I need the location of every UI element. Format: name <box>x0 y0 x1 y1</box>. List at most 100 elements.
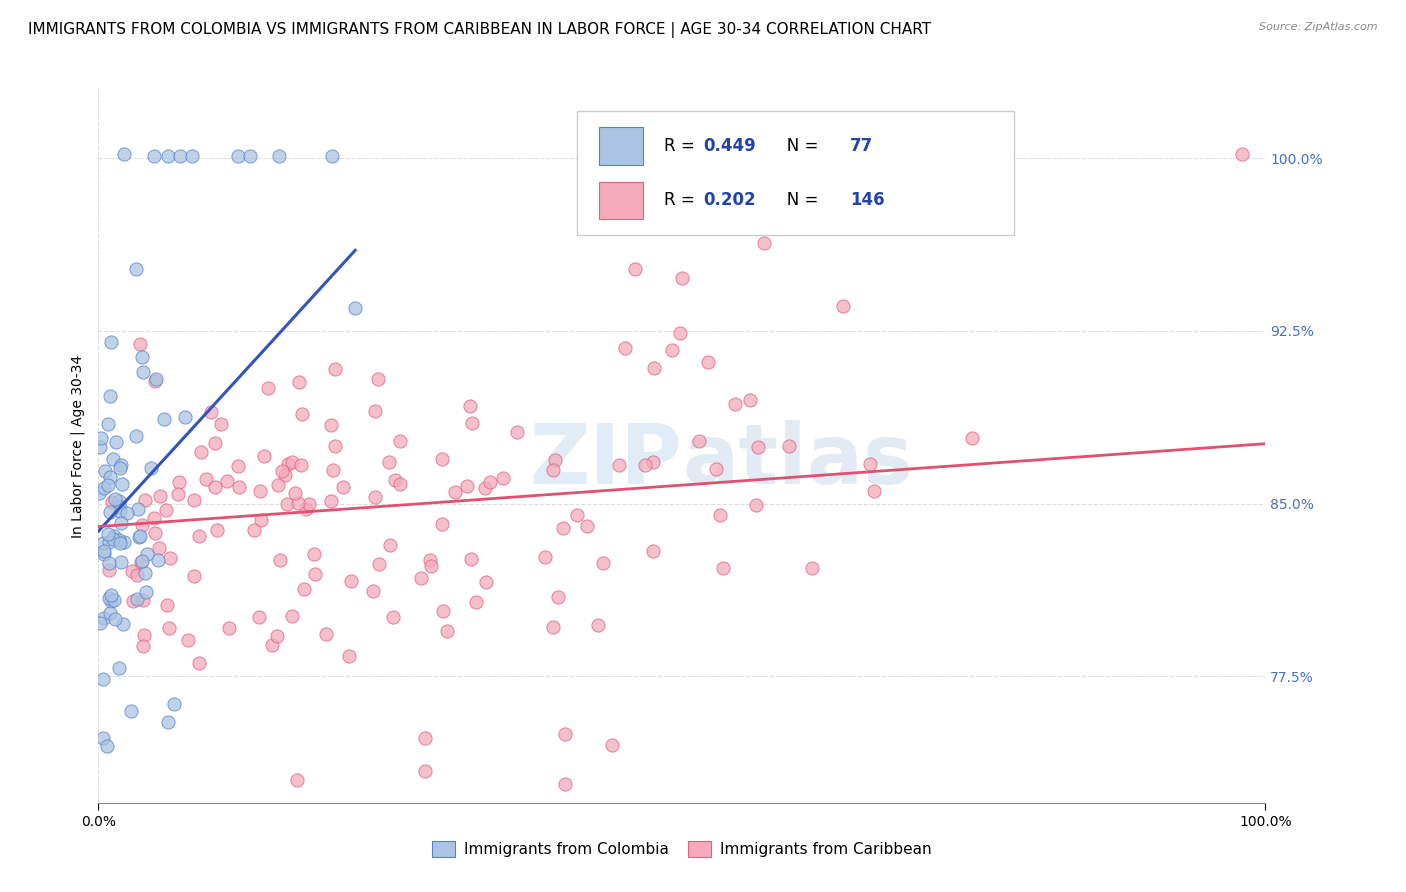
Point <box>91 536 114 550</box>
Point <box>139 460 162 475</box>
Point <box>177 633 200 648</box>
Point <box>209 417 232 431</box>
Point <box>87 486 110 500</box>
Point <box>744 498 766 512</box>
Point <box>117 506 139 520</box>
Point <box>478 475 501 489</box>
Point <box>863 483 886 498</box>
Point <box>122 593 145 607</box>
Point <box>367 558 389 572</box>
Point <box>93 547 115 561</box>
Point <box>302 547 325 561</box>
FancyBboxPatch shape <box>576 111 1015 235</box>
Point <box>183 569 205 583</box>
Point <box>554 777 576 791</box>
Point <box>228 149 250 163</box>
Point <box>436 624 458 638</box>
Point <box>253 449 276 463</box>
Point <box>91 731 114 746</box>
Point <box>93 544 115 558</box>
Point <box>565 508 588 522</box>
Point <box>152 412 174 426</box>
Point <box>643 543 665 558</box>
Point <box>112 535 135 549</box>
Point <box>378 455 401 469</box>
Point <box>228 480 250 494</box>
Point <box>285 772 308 787</box>
Point <box>740 392 762 407</box>
Point <box>104 435 127 450</box>
Legend: Immigrants from Colombia, Immigrants from Caribbean: Immigrants from Colombia, Immigrants fro… <box>426 835 938 863</box>
Point <box>600 738 623 752</box>
Point <box>110 458 132 472</box>
Point <box>380 539 402 553</box>
Point <box>432 604 454 618</box>
Point <box>98 607 121 621</box>
Point <box>364 404 387 418</box>
Point <box>100 588 122 602</box>
Point <box>159 550 181 565</box>
Point <box>304 567 326 582</box>
Point <box>419 558 441 573</box>
Point <box>613 341 636 355</box>
Point <box>724 397 747 411</box>
Point <box>91 672 114 686</box>
Point <box>586 618 609 632</box>
Point <box>145 372 167 386</box>
Point <box>271 464 294 478</box>
Text: 146: 146 <box>851 191 884 209</box>
Point <box>98 505 121 519</box>
Point <box>960 431 983 445</box>
Point <box>697 355 720 369</box>
Point <box>101 532 124 546</box>
Point <box>266 477 288 491</box>
Text: R =: R = <box>665 191 700 209</box>
Point <box>340 574 363 588</box>
Point <box>121 564 143 578</box>
Text: IMMIGRANTS FROM COLOMBIA VS IMMIGRANTS FROM CARIBBEAN IN LABOR FORCE | AGE 30-34: IMMIGRANTS FROM COLOMBIA VS IMMIGRANTS F… <box>28 22 931 38</box>
Point <box>93 481 115 495</box>
Point <box>134 566 156 580</box>
Point <box>321 149 343 163</box>
Point <box>544 452 567 467</box>
Point <box>100 594 122 608</box>
Point <box>534 550 557 565</box>
Point <box>108 535 131 549</box>
Point <box>276 497 298 511</box>
Point <box>131 517 153 532</box>
Point <box>688 434 710 449</box>
Point <box>103 492 125 507</box>
Point <box>249 513 271 527</box>
Point <box>110 500 132 514</box>
Point <box>125 261 148 276</box>
Text: Source: ZipAtlas.com: Source: ZipAtlas.com <box>1260 22 1378 32</box>
Point <box>239 149 262 163</box>
Point <box>274 467 297 482</box>
Point <box>128 530 150 544</box>
Point <box>200 405 222 419</box>
Point <box>143 149 166 163</box>
Point <box>315 627 337 641</box>
Point <box>713 560 735 574</box>
Point <box>143 526 166 541</box>
Point <box>188 656 211 670</box>
Point <box>288 375 311 389</box>
Point <box>131 640 153 654</box>
Point <box>103 529 125 543</box>
Point <box>256 381 278 395</box>
Point <box>747 440 769 454</box>
Point <box>111 617 134 632</box>
Point <box>277 457 299 471</box>
Point <box>388 434 411 449</box>
Point <box>205 523 228 537</box>
Point <box>218 621 240 635</box>
Point <box>475 575 498 590</box>
Point <box>148 541 170 555</box>
Point <box>100 334 122 349</box>
Point <box>419 552 441 566</box>
Point <box>129 529 152 543</box>
Point <box>97 478 120 492</box>
Point <box>280 609 302 624</box>
Point <box>319 418 342 433</box>
Point <box>129 555 152 569</box>
